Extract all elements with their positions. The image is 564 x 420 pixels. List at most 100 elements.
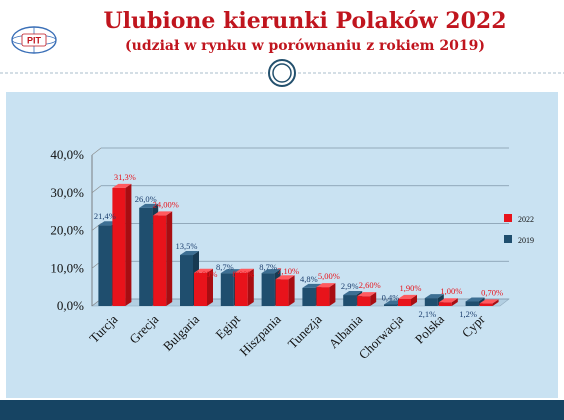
bar-2022-top bbox=[316, 283, 336, 288]
x-category-label: Chorwacja bbox=[356, 311, 407, 362]
logo-text: PIT bbox=[27, 36, 42, 46]
bar-2022 bbox=[194, 268, 213, 306]
bar-2019-top bbox=[465, 297, 485, 302]
x-category-label: Grecja bbox=[126, 311, 161, 346]
data-label-2022: 8,80% bbox=[232, 269, 254, 279]
bar-2022-side bbox=[207, 268, 213, 306]
bar-2022-front bbox=[194, 272, 207, 306]
bar-2019-top bbox=[220, 269, 240, 274]
bar-2022 bbox=[357, 292, 377, 306]
data-label-2019: 8,7% bbox=[259, 262, 277, 272]
bar-2022-side bbox=[247, 268, 254, 306]
bar-2019-top bbox=[261, 269, 281, 274]
data-label-2019: 8,7% bbox=[216, 262, 234, 272]
bar-2022-side bbox=[329, 283, 336, 306]
bar-2019-front bbox=[465, 301, 479, 306]
data-label-2019: 2,9% bbox=[341, 281, 359, 291]
bar-2022-front bbox=[398, 298, 411, 306]
bar-2022 bbox=[438, 298, 458, 306]
bar-2022-top bbox=[112, 183, 132, 188]
y-tick-label: 10,0% bbox=[50, 260, 84, 275]
bar-2022-front bbox=[234, 272, 248, 306]
data-label-2022: 2,60% bbox=[359, 280, 381, 290]
data-label-2019: 21,4% bbox=[94, 211, 116, 221]
grid-diagonal bbox=[91, 185, 102, 193]
data-label-2022: 8,80% bbox=[196, 269, 218, 279]
bar-2019-front bbox=[261, 273, 275, 306]
bar-2022 bbox=[234, 268, 254, 306]
data-label-2022: 0,70% bbox=[481, 287, 503, 297]
bar-2022-top bbox=[153, 211, 173, 216]
data-label-2019: 2,1% bbox=[418, 309, 436, 319]
legend-swatch bbox=[504, 235, 512, 243]
bar-2022-top bbox=[398, 294, 417, 299]
bar-2022-side bbox=[492, 299, 499, 306]
data-label-2022: 1,90% bbox=[400, 283, 422, 293]
x-category-label: Hiszpania bbox=[236, 311, 284, 359]
bar-2022-side bbox=[166, 211, 173, 306]
data-label-2022: 24,00% bbox=[153, 199, 179, 209]
bar-2019-top bbox=[343, 291, 363, 296]
bar-2019-front bbox=[98, 225, 112, 306]
bar-2022-top bbox=[357, 292, 377, 297]
bar-2022 bbox=[398, 294, 417, 306]
bar-2019-front bbox=[343, 295, 357, 306]
data-label-2019: 1,2% bbox=[459, 309, 477, 319]
data-label-2022: 31,3% bbox=[114, 172, 136, 182]
bar-2019-top bbox=[180, 251, 199, 256]
bar-2022-top bbox=[438, 298, 458, 303]
bar-2019-front bbox=[220, 273, 234, 306]
grid-diagonal bbox=[91, 147, 102, 156]
bar-2022-side bbox=[370, 292, 377, 306]
bar-2022-side bbox=[288, 275, 295, 306]
bar-2022-top bbox=[234, 268, 254, 273]
page-title: Ulubione kierunki Polaków 2022 bbox=[103, 8, 507, 34]
bar-2022-top bbox=[479, 299, 499, 304]
x-category-label: Bulgaria bbox=[160, 311, 202, 353]
bar-2019-top bbox=[424, 294, 444, 299]
data-label-2022: 1,00% bbox=[440, 286, 462, 296]
bar-2022 bbox=[316, 283, 336, 306]
bar-2019-front bbox=[180, 255, 193, 306]
legend-entry-2022: 2022 bbox=[504, 214, 534, 224]
x-category-label: Turcja bbox=[86, 311, 120, 345]
x-category-label: Tunezja bbox=[285, 311, 325, 351]
bar-2019-front bbox=[139, 207, 153, 306]
bar-2022 bbox=[275, 275, 295, 306]
chart-panel bbox=[6, 92, 558, 398]
bar-2022-front bbox=[112, 187, 126, 306]
data-label-2019: 13,5% bbox=[176, 241, 198, 251]
page-subtitle: (udział w rynku w porównaniu z rokiem 20… bbox=[125, 38, 485, 54]
bar-2022-top bbox=[194, 268, 213, 273]
bar-2019-front bbox=[302, 287, 316, 306]
footer-bar bbox=[0, 400, 564, 420]
bar-2022-front bbox=[153, 215, 167, 306]
pit-logo: PIT bbox=[11, 26, 57, 54]
bar-2022-front bbox=[438, 302, 452, 306]
data-label-2019: 4,8% bbox=[300, 274, 318, 284]
legend-label: 2019 bbox=[518, 236, 534, 245]
bar-2022-side bbox=[125, 183, 132, 306]
y-tick-label: 40,0% bbox=[50, 147, 84, 162]
bar-2022-front bbox=[275, 279, 289, 306]
y-tick-label: 20,0% bbox=[50, 223, 84, 238]
data-label-2019: 0,4% bbox=[382, 292, 400, 302]
y-tick-label: 30,0% bbox=[50, 185, 84, 200]
legend-label: 2022 bbox=[518, 215, 534, 224]
bar-2019-top bbox=[139, 203, 159, 208]
bar-2022-front bbox=[316, 287, 330, 306]
bar-2022 bbox=[153, 211, 173, 306]
data-label-2022: 5,00% bbox=[318, 271, 340, 281]
x-category-label: Egipt bbox=[212, 311, 243, 342]
bar-2022-side bbox=[411, 294, 417, 306]
x-category-label: Albania bbox=[326, 311, 366, 351]
divider-ornament bbox=[0, 59, 564, 87]
bar-2019-front bbox=[384, 304, 397, 306]
bar-2022 bbox=[112, 183, 132, 306]
legend-swatch bbox=[504, 214, 512, 222]
bar-2019-top bbox=[302, 283, 322, 288]
bar-2022 bbox=[479, 299, 499, 306]
data-label-2019: 26,0% bbox=[135, 194, 157, 204]
